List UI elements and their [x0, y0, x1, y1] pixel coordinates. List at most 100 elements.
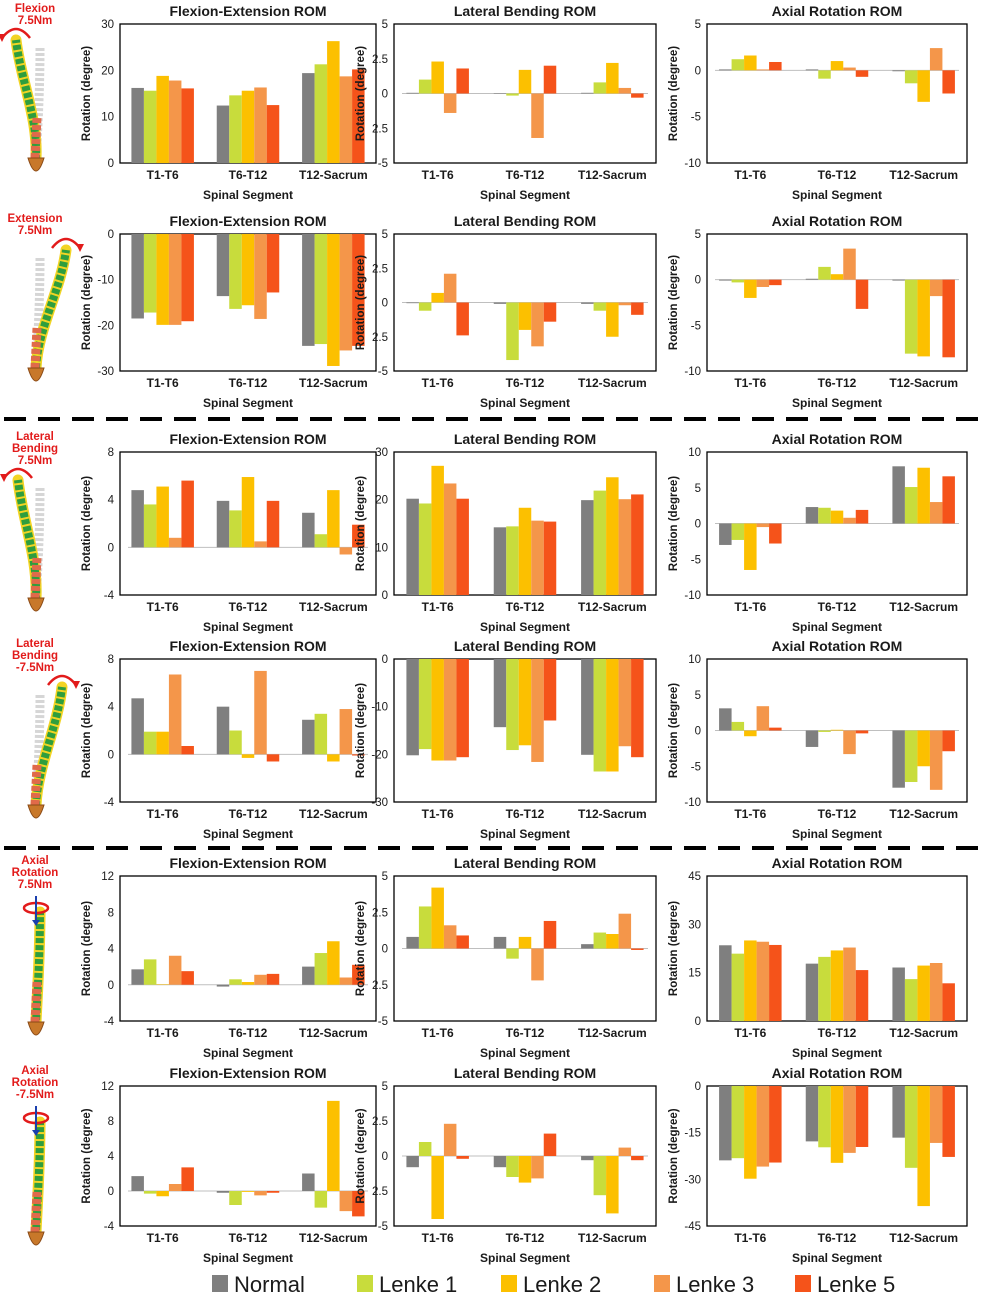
- bar: [229, 730, 242, 755]
- plot-frame: [393, 23, 657, 164]
- bar: [443, 483, 457, 595]
- y-axis-label: Rotation (degree): [355, 255, 367, 350]
- x-axis-label: Spinal Segment: [792, 188, 882, 202]
- bar: [917, 70, 930, 102]
- bar: [731, 721, 745, 731]
- bar: [917, 467, 930, 524]
- bar: [531, 93, 544, 138]
- chart-title: Lateral Bending ROM: [454, 213, 596, 229]
- y-tick-label: 2.5: [372, 332, 388, 344]
- bar: [168, 537, 182, 548]
- y-tick-label: -5: [691, 320, 701, 332]
- bar: [830, 950, 844, 1021]
- bar: [493, 93, 507, 94]
- x-tick-label: T6-T12: [229, 600, 268, 614]
- bar: [131, 87, 144, 163]
- bar: [892, 70, 905, 72]
- legend-item: Lenke 3: [654, 1272, 754, 1297]
- bar: [181, 234, 194, 322]
- x-axis-label: Spinal Segment: [792, 620, 882, 634]
- bar: [254, 234, 267, 319]
- y-tick-label: 4: [108, 944, 115, 956]
- chart-panel: Flexion-Extension ROM 0 10 20 30 Rotation (de…: [81, 3, 377, 202]
- bar: [818, 266, 831, 280]
- bar: [618, 1147, 632, 1156]
- bar: [805, 730, 819, 747]
- y-tick-label: -4: [104, 797, 115, 809]
- bar: [942, 279, 955, 358]
- x-tick-label: T6-T12: [229, 1231, 268, 1245]
- x-tick-label: T12-Sacrum: [889, 168, 958, 182]
- y-tick-label: -5: [691, 761, 701, 773]
- y-tick-label: -20: [371, 749, 388, 761]
- x-tick-label: T1-T6: [147, 600, 179, 614]
- y-tick-label: 5: [695, 483, 701, 495]
- bar: [327, 41, 340, 163]
- y-tick-label: -4: [104, 590, 115, 602]
- bar: [456, 302, 469, 336]
- y-tick-label: 10: [688, 654, 701, 666]
- bar: [581, 302, 594, 304]
- bar: [929, 1086, 943, 1143]
- bar: [443, 925, 457, 949]
- y-axis-label: Rotation (degree): [355, 901, 367, 996]
- bar: [917, 730, 930, 767]
- y-tick-label: 12: [101, 1081, 114, 1093]
- chart-title: Axial Rotation ROM: [772, 3, 903, 19]
- y-tick-label: 0: [108, 1186, 114, 1198]
- plot-frame: [393, 875, 657, 1022]
- y-tick-label: -4: [104, 1016, 115, 1028]
- bar: [719, 708, 732, 731]
- bar: [406, 936, 419, 949]
- bar: [805, 69, 819, 71]
- y-tick-label: 0: [695, 519, 701, 531]
- x-tick-label: T1-T6: [147, 807, 179, 821]
- x-axis-label: Spinal Segment: [480, 1251, 570, 1265]
- y-axis-label: Rotation (degree): [81, 476, 93, 571]
- y-tick-label: 30: [101, 19, 114, 31]
- y-axis-label: Rotation (degree): [81, 255, 93, 350]
- bar: [302, 719, 315, 755]
- legend-item: Lenke 1: [357, 1272, 457, 1297]
- bar: [719, 69, 732, 71]
- y-tick-label: 0: [382, 89, 388, 101]
- bar: [266, 105, 280, 163]
- bar: [942, 983, 955, 1021]
- chart-title: Axial Rotation ROM: [772, 1065, 903, 1081]
- bar: [942, 476, 955, 524]
- chart-panel: Flexion-Extension ROM -4 0 4 8 Rotation (degr…: [81, 638, 377, 841]
- legend-swatch: [501, 1275, 517, 1292]
- bar: [216, 706, 230, 755]
- bar: [506, 948, 519, 959]
- x-tick-label: T12-Sacrum: [889, 807, 958, 821]
- bar: [805, 278, 819, 280]
- bar: [581, 944, 594, 949]
- bar: [352, 234, 365, 346]
- bar: [168, 955, 182, 985]
- spine-axial-rotation-reverse-icon: Axial Rotation -7.5Nm: [12, 1065, 58, 1246]
- y-tick-label: -10: [684, 797, 701, 809]
- bar: [618, 659, 632, 747]
- bar: [431, 465, 444, 595]
- chart-grid: Flexion-Extension ROM 0 10 20 30 Rotation (de…: [81, 3, 968, 1265]
- bar: [241, 982, 255, 985]
- y-axis-label: Rotation (degree): [81, 901, 93, 996]
- bar: [855, 730, 869, 734]
- legend-label: Lenke 5: [817, 1272, 895, 1297]
- y-tick-label: 0: [695, 1016, 701, 1028]
- y-tick-label: 4: [108, 495, 115, 507]
- bar: [431, 1156, 444, 1219]
- bar: [418, 503, 432, 595]
- y-tick-label: 0: [695, 275, 701, 287]
- bar: [506, 302, 519, 361]
- spine-lateral-bending-right-icon: Lateral Bending 7.5Nm: [0, 431, 58, 612]
- y-tick-label: 10: [688, 447, 701, 459]
- legend-item: Lenke 5: [795, 1272, 895, 1297]
- bar: [892, 466, 905, 524]
- bar: [181, 971, 194, 985]
- bar: [143, 234, 157, 313]
- bar: [805, 507, 819, 524]
- bar: [904, 730, 918, 782]
- y-axis-label: Rotation (degree): [355, 1108, 367, 1203]
- bar: [581, 1156, 594, 1161]
